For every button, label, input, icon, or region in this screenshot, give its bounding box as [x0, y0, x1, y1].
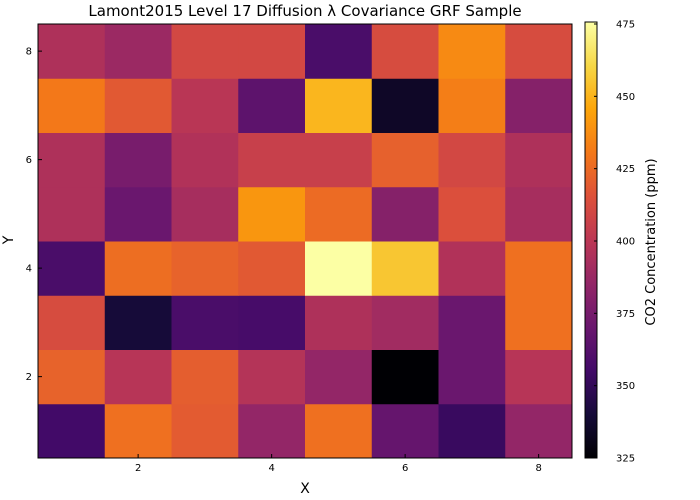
x-tick-label: 2	[135, 463, 141, 474]
heatmap-cell	[238, 403, 306, 459]
heatmap-cell	[371, 132, 439, 188]
heatmap-cell	[238, 295, 306, 350]
heatmap-cell	[238, 78, 306, 133]
colorbar	[585, 22, 597, 458]
heatmap-cell	[505, 78, 573, 133]
heatmap-cell	[171, 403, 239, 459]
heatmap-cell	[505, 132, 573, 188]
heatmap-cell	[505, 241, 573, 296]
x-axis-label: X	[300, 481, 310, 497]
heatmap-cell	[371, 403, 439, 459]
heatmap-cell	[104, 295, 172, 350]
heatmap-cell	[238, 349, 306, 405]
heatmap-cell	[38, 24, 106, 79]
heatmap-cell	[171, 349, 239, 405]
heatmap-cell	[305, 403, 373, 459]
heatmap-cell	[505, 295, 573, 350]
heatmap-cell	[438, 132, 506, 188]
heatmap-cell	[171, 295, 239, 350]
colorbar-tick-label: 325	[616, 454, 635, 465]
colorbar-tick-label: 350	[616, 381, 635, 392]
heatmap-cell	[305, 349, 373, 405]
heatmap-cell	[238, 24, 306, 79]
colorbar-tick-label: 450	[616, 92, 635, 103]
heatmap-cell	[238, 241, 306, 296]
y-axis-label: Y	[1, 235, 17, 245]
heatmap-cell	[371, 295, 439, 350]
heatmap-cell	[171, 186, 239, 242]
heatmap-cell	[38, 186, 106, 242]
heatmap-cell	[104, 241, 172, 296]
heatmap-cell	[371, 24, 439, 79]
x-tick-label: 8	[535, 463, 541, 474]
chart-title: Lamont2015 Level 17 Diffusion λ Covarian…	[88, 2, 521, 20]
heatmap-cell	[438, 349, 506, 405]
heatmap-cell	[38, 78, 106, 133]
heatmap-cell	[371, 186, 439, 242]
heatmap-cell	[305, 78, 373, 133]
heatmap-cell	[104, 24, 172, 79]
heatmap-cell	[38, 349, 106, 405]
heatmap-cell	[438, 295, 506, 350]
heatmap-cell	[104, 403, 172, 459]
heatmap-cell	[438, 78, 506, 133]
heatmap-cell	[505, 403, 573, 459]
heatmap-cell	[104, 132, 172, 188]
y-tick-label: 8	[26, 47, 32, 58]
heatmap-cell	[371, 241, 439, 296]
colorbar-frame	[584, 21, 598, 459]
colorbar-tick-label: 425	[616, 164, 635, 175]
plot-frame	[37, 23, 573, 459]
heatmap-cell	[438, 24, 506, 79]
heatmap-cell	[305, 295, 373, 350]
y-axis: 2 4 6 8	[26, 47, 42, 383]
x-tick-label: 4	[268, 463, 274, 474]
heatmap-cell	[505, 349, 573, 405]
x-tick-label: 6	[402, 463, 408, 474]
x-axis: 2 4 6 8	[135, 454, 542, 474]
heatmap-cell	[505, 24, 573, 79]
heatmap-cell	[38, 295, 106, 350]
heatmap-cell	[104, 78, 172, 133]
heatmap-cell	[305, 132, 373, 188]
y-tick-label: 4	[26, 264, 32, 275]
heatmap-cell	[104, 186, 172, 242]
heatmap-cell	[305, 241, 373, 296]
colorbar-tick-label: 375	[616, 309, 635, 320]
heatmap-cell	[305, 24, 373, 79]
y-tick-label: 2	[26, 372, 32, 383]
colorbar-tick-label: 400	[616, 237, 635, 248]
colorbar-ticks: 325 350 375 400 425 450 475	[594, 20, 635, 465]
heatmap-cell	[38, 403, 106, 459]
heatmap-cell	[238, 132, 306, 188]
heatmap-cell	[371, 78, 439, 133]
heatmap-cell	[371, 349, 439, 405]
heatmap-cell	[171, 241, 239, 296]
colorbar-tick-label: 475	[616, 20, 635, 31]
heatmap-cell	[505, 186, 573, 242]
heatmap-cell	[438, 241, 506, 296]
heatmap-cell	[104, 349, 172, 405]
y-tick-label: 6	[26, 155, 32, 166]
heatmap-cell	[38, 132, 106, 188]
heatmap-cell	[438, 186, 506, 242]
heatmap-cell	[438, 403, 506, 459]
heatmap-cell	[171, 78, 239, 133]
heatmap-cells	[38, 24, 573, 459]
heatmap-cell	[171, 132, 239, 188]
heatmap-cell	[38, 241, 106, 296]
heatmap-cell	[171, 24, 239, 79]
heatmap-cell	[238, 186, 306, 242]
heatmap-cell	[305, 186, 373, 242]
colorbar-label: CO2 Concentration (ppm)	[644, 158, 659, 325]
